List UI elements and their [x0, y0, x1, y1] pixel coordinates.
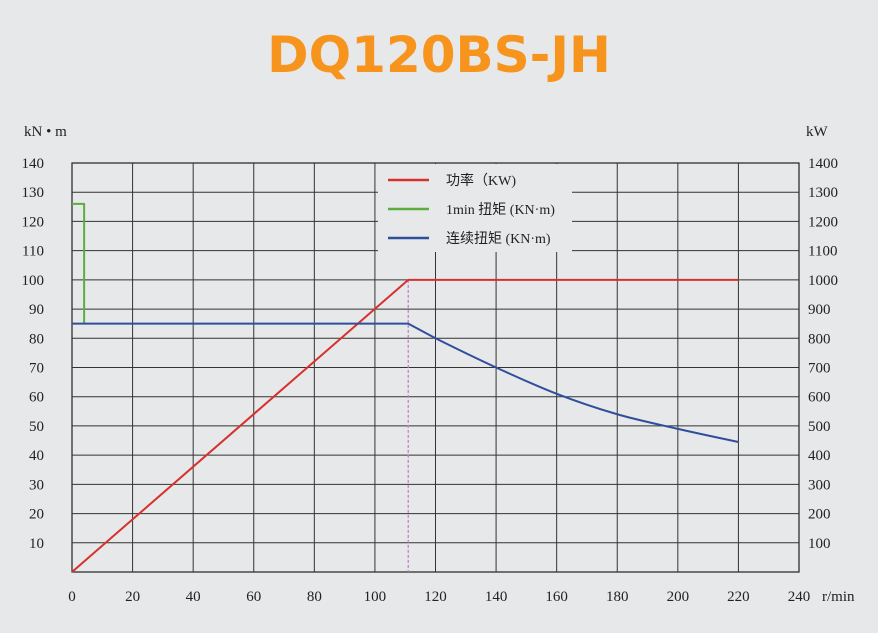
y-left-tick-label: 140	[22, 156, 45, 172]
tick-labels: 0 20 40 60 80 100 120 140 160 180 200 220 240 10 20 30 4…	[22, 156, 839, 605]
y-left-tick-label: 70	[29, 361, 44, 377]
x-tick-label: 140	[485, 589, 508, 605]
y-left-tick-label: 110	[22, 244, 44, 260]
y-left-tick-label: 50	[29, 419, 44, 435]
x-tick-label: 120	[424, 589, 447, 605]
y-right-tick-label: 500	[808, 419, 831, 435]
y-right-tick-label: 1000	[808, 273, 838, 289]
y-left-tick-label: 120	[22, 214, 45, 230]
legend-label: 连续扭矩 (KN·m)	[446, 230, 551, 247]
legend-label: 功率（KW)	[446, 172, 516, 189]
y-left-tick-label: 40	[29, 448, 44, 464]
y-left-tick-label: 20	[29, 507, 44, 523]
y-right-tick-label: 700	[808, 361, 831, 377]
y-right-tick-label: 200	[808, 507, 831, 523]
legend: 功率（KW) 1min 扭矩 (KN·m) 连续扭矩 (KN·m)	[378, 164, 572, 252]
y-right-tick-label: 400	[808, 448, 831, 464]
x-tick-label: 80	[307, 589, 322, 605]
y-right-tick-label: 1200	[808, 214, 838, 230]
y-right-tick-label: 1100	[808, 244, 837, 260]
y-left-tick-label: 80	[29, 331, 44, 347]
series-line-3	[72, 322, 739, 443]
y-left-tick-label: 60	[29, 390, 44, 406]
x-tick-label: 180	[606, 589, 629, 605]
series-line-2	[72, 202, 86, 324]
series-line-1	[71, 278, 739, 573]
x-tick-label: 220	[727, 589, 750, 605]
y-right-tick-label: 900	[808, 302, 831, 318]
y-left-tick-label: 10	[29, 536, 44, 552]
y-left-tick-label: 30	[29, 477, 44, 493]
y-right-tick-label: 1400	[808, 156, 838, 172]
x-tick-label: 60	[246, 589, 261, 605]
y-left-tick-label: 130	[22, 185, 45, 201]
y-right-tick-label: 1300	[808, 185, 838, 201]
x-tick-label: 100	[364, 589, 387, 605]
y-right-tick-label: 800	[808, 331, 831, 347]
y-right-tick-label: 100	[808, 536, 831, 552]
y-left-tick-label: 90	[29, 302, 44, 318]
y-left-tick-label: 100	[22, 273, 45, 289]
chart-title: DQ120BS-JH	[267, 26, 611, 84]
x-tick-label: 160	[545, 589, 568, 605]
x-tick-label: 0	[68, 589, 76, 605]
left-axis-unit: kN • m	[24, 124, 67, 140]
x-tick-label: 240	[788, 589, 811, 605]
x-tick-label: 200	[667, 589, 690, 605]
x-tick-label: 20	[125, 589, 140, 605]
right-axis-unit: kW	[806, 124, 829, 140]
series-lines	[71, 202, 739, 573]
y-right-tick-label: 300	[808, 477, 831, 493]
y-right-tick-label: 600	[808, 390, 831, 406]
legend-label: 1min 扭矩 (KN·m)	[446, 202, 555, 218]
x-axis-unit: r/min	[822, 589, 855, 605]
x-tick-label: 40	[186, 589, 201, 605]
